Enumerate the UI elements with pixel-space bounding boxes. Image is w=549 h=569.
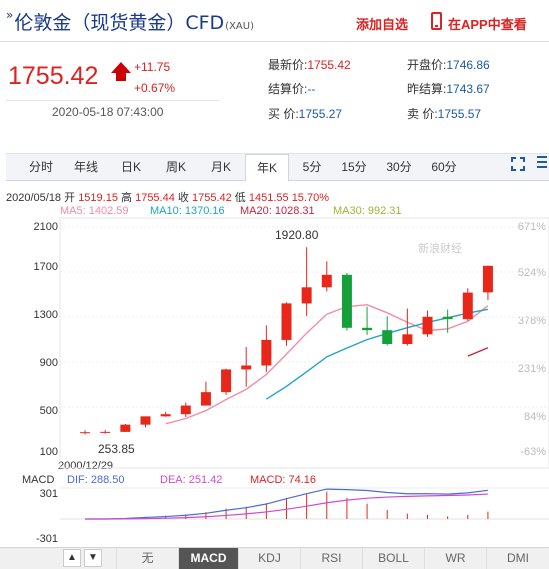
- pct-tick-label: 378%: [517, 315, 546, 327]
- prev-settle-field: 昨结算:1743.67: [407, 82, 490, 96]
- phone-icon[interactable]: [431, 12, 442, 30]
- candle-body: [140, 416, 151, 425]
- candle-body: [160, 414, 171, 417]
- tab-60min[interactable]: 60分: [431, 160, 457, 174]
- candle-body: [180, 405, 191, 415]
- candle-body: [462, 292, 473, 320]
- indicator-tab-kdj[interactable]: KDJ: [238, 548, 300, 569]
- tab-15min[interactable]: 15分: [341, 160, 367, 174]
- ma20-legend: MA20: 1028.31: [240, 205, 315, 217]
- pct-tick-label: 231%: [517, 363, 546, 375]
- indicator-tab-none[interactable]: 无: [116, 548, 178, 569]
- macd-legend: MACD: 74.16: [250, 474, 317, 486]
- title-bar: »伦敦金（现货黄金）CFD(XAU) 添加自选 在APP中查看: [0, 0, 549, 42]
- quote-timestamp: 2020-05-18 07:43:00: [52, 105, 164, 119]
- period-tabs: 分时 年线 日K 周K 月K 年K 5分 15分 30分 60分: [6, 153, 549, 182]
- tab-30min[interactable]: 30分: [386, 160, 412, 174]
- current-price: 1755.42: [8, 62, 99, 90]
- y-tick-label: 1300: [33, 309, 58, 321]
- candle-body: [120, 424, 131, 432]
- bid-price-field: 买 价:1755.27: [268, 107, 343, 121]
- ma5-legend: MA5: 1402.59: [60, 205, 129, 217]
- candle-body: [402, 334, 413, 344]
- y-tick-label: 500: [39, 405, 58, 417]
- y-tick-label: 900: [39, 357, 58, 369]
- candle-body: [442, 316, 453, 320]
- candle-body: [362, 327, 373, 331]
- watermark: 新浪财经: [418, 243, 462, 255]
- indicator-tab-boll[interactable]: BOLL: [362, 548, 424, 569]
- pct-tick-label: 84%: [523, 411, 546, 423]
- view-in-app-button[interactable]: 在APP中查看: [448, 17, 527, 32]
- dea-line: [85, 493, 488, 520]
- tab-daily-k[interactable]: 日K: [120, 160, 141, 174]
- tab-intraday[interactable]: 分时: [28, 160, 53, 174]
- candle-body: [221, 369, 232, 393]
- settle-price-field: 结算价:--: [268, 82, 316, 96]
- candle-body: [422, 316, 433, 335]
- candle-body: [382, 330, 393, 344]
- dif-legend: DIF: 288.50: [67, 474, 125, 486]
- candle-body: [341, 274, 352, 328]
- candle-body: [281, 303, 292, 340]
- candle-body: [100, 431, 111, 433]
- candle-body: [301, 287, 312, 304]
- high-annotation: 1920.80: [275, 228, 319, 242]
- latest-price-field: 最新价:1755.42: [268, 58, 351, 72]
- dea-legend: DEA: 251.42: [160, 474, 223, 486]
- indicator-bar: [0, 547, 549, 569]
- indicator-tab-dmi[interactable]: DMI: [486, 548, 549, 569]
- chart-frame: [59, 217, 549, 469]
- indicator-tab-rsi[interactable]: RSI: [300, 548, 362, 569]
- candle-body: [321, 274, 332, 288]
- ma20-line: [467, 347, 489, 357]
- divider: [6, 100, 220, 101]
- candle-body: [482, 265, 493, 293]
- y-tick-label: 100: [39, 446, 58, 458]
- candle-body: [241, 365, 252, 370]
- start-date-label: 2000/12/29: [58, 460, 114, 472]
- open-price-field: 开盘价:1746.86: [407, 58, 490, 72]
- y-tick-label: 2100: [33, 221, 58, 233]
- ma10-line: [265, 308, 489, 400]
- macd-title: MACD: [22, 474, 55, 486]
- ohlc-summary: 2020/05/18 开 1519.15 高 1755.44 收 1755.42…: [6, 192, 329, 204]
- price-change-percent: +0.67%: [134, 81, 176, 95]
- add-watchlist-button[interactable]: 添加自选: [356, 17, 409, 32]
- candle-body: [261, 339, 272, 366]
- tab-monthly-k[interactable]: 月K: [210, 160, 231, 174]
- price-change: +11.75: [134, 60, 171, 74]
- pct-tick-label: 524%: [517, 267, 546, 279]
- instrument-title: »伦敦金（现货黄金）CFD(XAU): [6, 8, 254, 34]
- ma5-line: [165, 303, 489, 425]
- y-tick-label: 1700: [33, 261, 58, 273]
- menu-icon[interactable]: [537, 156, 547, 172]
- indicator-tab-wr[interactable]: WR: [424, 548, 486, 569]
- candle-body: [200, 392, 211, 406]
- macd-y-tick: -301: [35, 533, 58, 545]
- indicator-tab-macd[interactable]: MACD: [178, 548, 238, 569]
- tab-5min[interactable]: 5分: [302, 160, 322, 174]
- low-annotation: 253.85: [98, 442, 135, 456]
- pct-tick-label: -63%: [520, 446, 546, 458]
- tab-yearly-k[interactable]: 年K: [245, 154, 289, 182]
- ma30-legend: MA30: 992.31: [333, 205, 402, 217]
- dif-line: [85, 488, 489, 520]
- tab-weekly-k[interactable]: 周K: [165, 160, 186, 174]
- scroll-up-button[interactable]: ▲: [63, 549, 81, 567]
- pct-tick-label: 671%: [517, 221, 546, 233]
- ask-price-field: 卖 价:1755.57: [407, 107, 482, 121]
- tab-year-line[interactable]: 年线: [73, 160, 98, 174]
- instrument-code: (XAU): [225, 21, 254, 32]
- fullscreen-icon[interactable]: [511, 157, 525, 171]
- price-up-arrow-icon: [111, 62, 131, 81]
- ma10-legend: MA10: 1370.16: [150, 205, 225, 217]
- scroll-down-button[interactable]: ▼: [84, 549, 102, 567]
- candle-body: [80, 432, 91, 434]
- macd-y-tick: 301: [39, 488, 58, 500]
